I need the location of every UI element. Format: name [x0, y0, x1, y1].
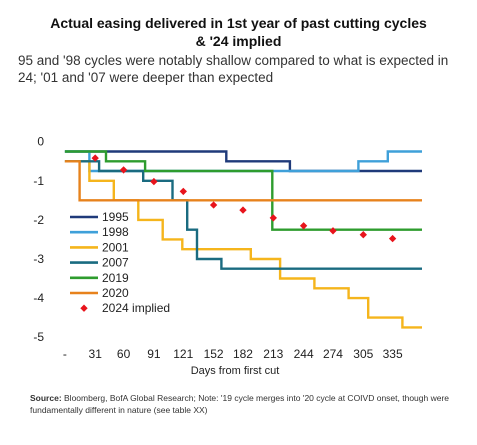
legend-label-2001: 2001: [102, 240, 129, 254]
legend-label-1998: 1998: [102, 225, 129, 239]
legend-item-2024-implied: 2024 implied: [80, 301, 170, 315]
x-tick-label: 152: [204, 347, 224, 361]
marker-2024-implied: [239, 206, 247, 214]
x-tick-label: 274: [323, 347, 343, 361]
y-tick-label: -4: [33, 291, 44, 305]
axis-layer: 0 -1 -2 -3 -4 -5 - 31 60 91 121 152 182 213 244 274 305 3…: [33, 135, 403, 377]
legend-label-2024-implied: 2024 implied: [102, 301, 170, 315]
legend-swatch-2024-implied: [80, 304, 88, 312]
series-line-2020: [64, 160, 422, 202]
y-tick-label: 0: [37, 135, 44, 149]
chart-title-line-1: Actual easing delivered in 1st year of p…: [50, 15, 427, 31]
marker-2024-implied: [150, 177, 158, 186]
series-line-1998: [64, 150, 422, 173]
marker-2024-implied: [299, 222, 308, 230]
y-tick-label: -1: [33, 174, 44, 188]
legend-label-2007: 2007: [102, 256, 129, 270]
easing-chart: 0 -1 -2 -3 -4 -5 - 31 60 91 121 152 182 213 244 274 305 3…: [33, 135, 422, 377]
marker-2024-implied: [269, 214, 277, 222]
legend-item-1995: 1995: [70, 210, 129, 224]
legend-label-2020: 2020: [102, 286, 129, 300]
chart-subtitle: 95 and '98 cycles were notably shallow c…: [18, 53, 449, 85]
series-line-2001: [64, 160, 422, 329]
marker-2024-implied: [359, 231, 367, 239]
legend-label-2019: 2019: [102, 271, 129, 285]
x-tick-label: 182: [233, 347, 253, 361]
y-tick-label: -2: [33, 213, 44, 227]
legend-item-2020: 2020: [70, 286, 129, 300]
marker-2024-implied: [179, 187, 187, 196]
source-label: Source:: [30, 393, 62, 403]
x-tick-label: 91: [147, 347, 161, 361]
x-tick-label: 305: [353, 347, 373, 361]
marker-2024-implied: [91, 154, 99, 162]
x-tick-label: 121: [173, 347, 193, 361]
legend-item-2019: 2019: [70, 271, 129, 285]
legend-item-2001: 2001: [70, 240, 129, 254]
chart-title: Actual easing delivered in 1st year of p…: [0, 14, 477, 50]
legend-item-1998: 1998: [70, 225, 129, 239]
marker-2024-implied: [388, 234, 397, 243]
x-tick-label: 60: [117, 347, 131, 361]
y-tick-label: -5: [33, 330, 44, 344]
legend-label-1995: 1995: [102, 210, 129, 224]
x-tick-label: 244: [294, 347, 314, 361]
marker-2024-implied: [209, 201, 218, 209]
source-text: Bloomberg, BofA Global Research; Note: '…: [30, 393, 450, 415]
x-tick-label: 335: [383, 347, 403, 361]
series-layer: [64, 150, 422, 329]
source-note: Source: Bloomberg, BofA Global Research;…: [30, 392, 460, 416]
x-tick-label: 31: [89, 347, 103, 361]
marker-2024-implied: [119, 166, 128, 174]
marker-2024-implied: [329, 227, 337, 235]
x-axis-title: Days from first cut: [191, 365, 280, 377]
chart-title-line-2: & '24 implied: [195, 33, 282, 49]
x-tick-label: 213: [263, 347, 283, 361]
legend-item-2007: 2007: [70, 256, 129, 270]
x-tick-label: -: [63, 347, 67, 361]
y-tick-label: -3: [33, 252, 44, 266]
